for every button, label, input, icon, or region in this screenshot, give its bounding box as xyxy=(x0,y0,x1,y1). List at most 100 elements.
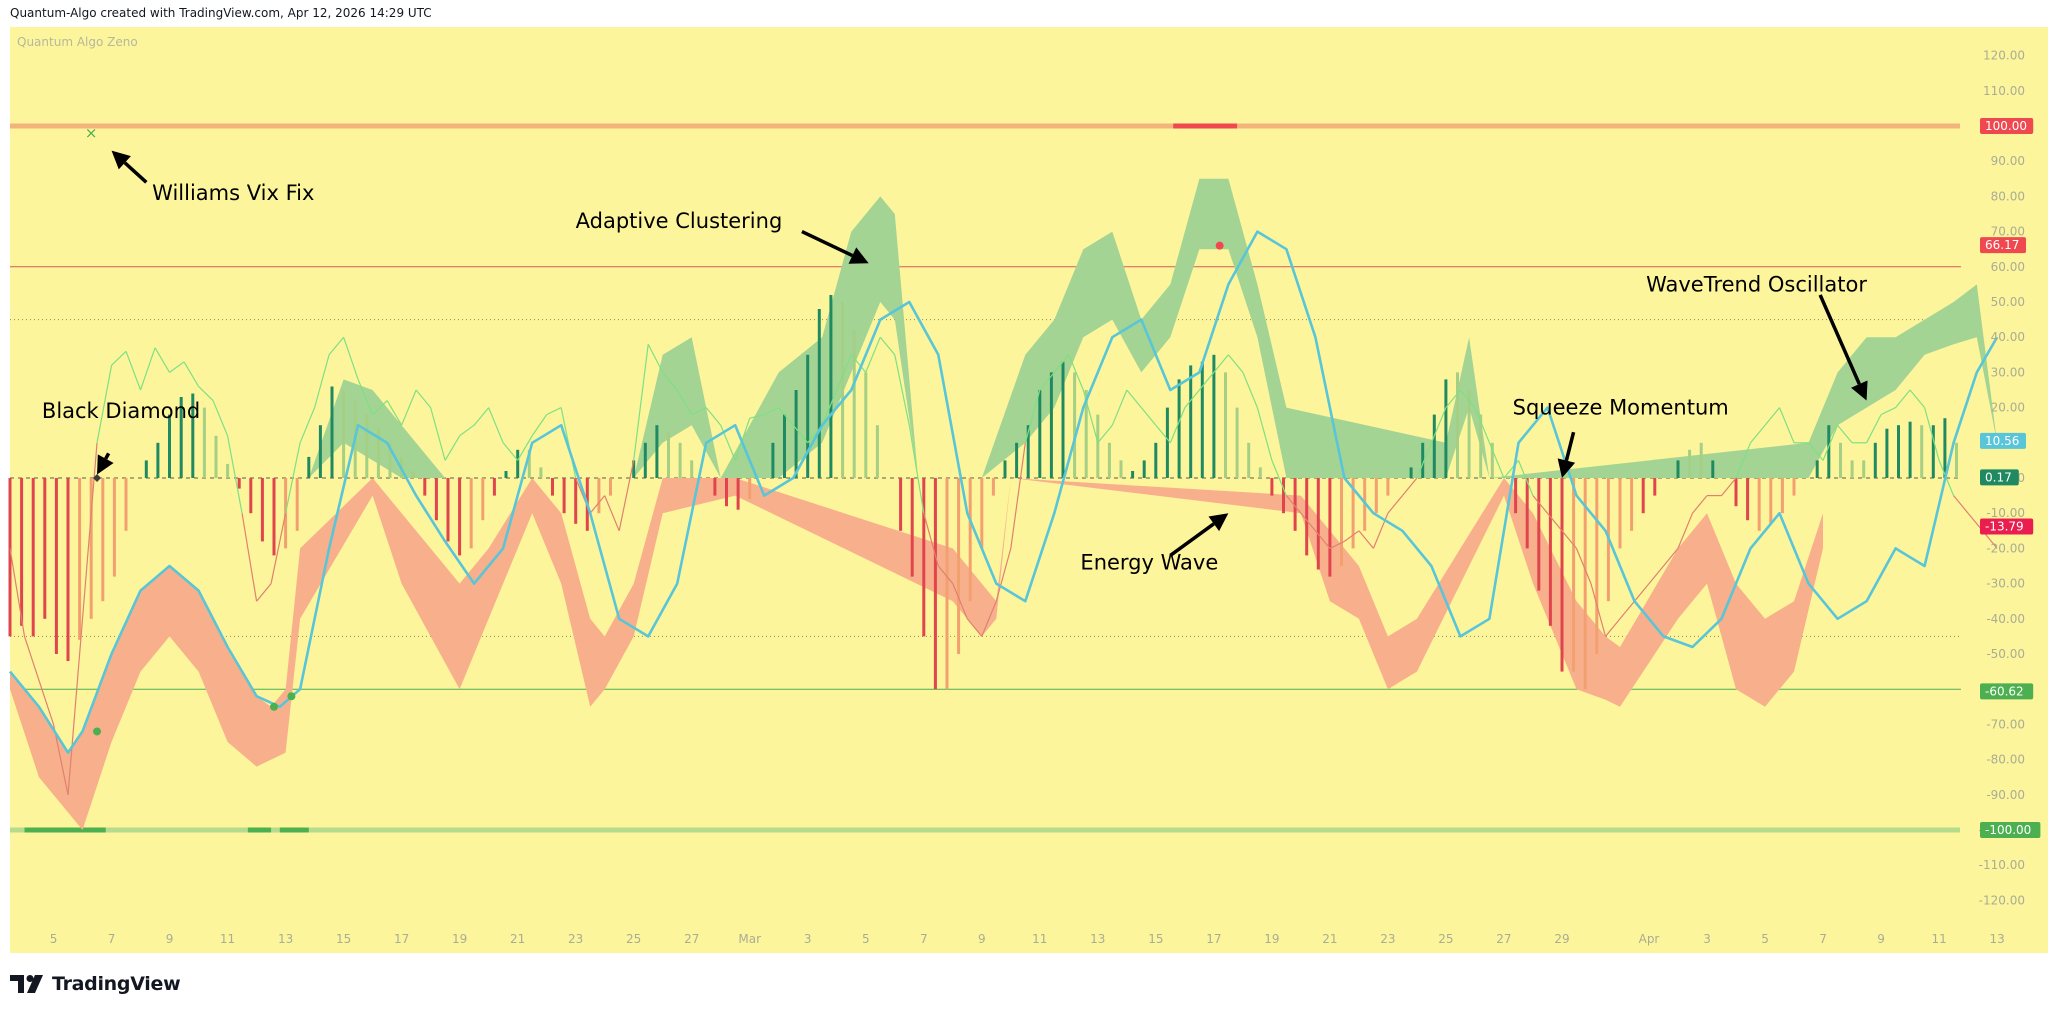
y-tick-label: -120.00 xyxy=(1979,893,2025,907)
energy-wave-segment xyxy=(604,495,620,532)
histogram-bar xyxy=(1618,478,1622,549)
price-label-text: 10.56 xyxy=(1985,434,2019,448)
energy-wave-segment xyxy=(1010,442,1026,549)
price-label-badge xyxy=(1980,469,2019,486)
price-label-text: -13.79 xyxy=(1985,520,2024,534)
annotation-label: Energy Wave xyxy=(1080,551,1218,575)
energy-wave-segment xyxy=(647,343,664,373)
histogram-bar xyxy=(31,478,35,637)
energy-wave-segment xyxy=(1590,583,1607,637)
histogram-bar xyxy=(1212,354,1216,478)
histogram-bar xyxy=(957,478,961,654)
y-tick-label: -110.00 xyxy=(1979,858,2025,872)
histogram-bar xyxy=(1757,478,1761,531)
energy-wave-segment xyxy=(125,351,142,391)
tradingview-brand[interactable]: TradingView xyxy=(10,970,181,998)
histogram-bar xyxy=(1096,414,1100,478)
histogram-bar xyxy=(922,478,926,637)
annotation-arrow-head xyxy=(97,454,114,475)
energy-wave-segment xyxy=(633,344,649,461)
energy-wave-segment xyxy=(531,414,548,437)
histogram-bar xyxy=(1676,460,1680,478)
energy-wave-segment xyxy=(995,548,1012,602)
energy-wave-segment xyxy=(879,336,896,356)
x-tick-label: 29 xyxy=(1554,932,1569,946)
histogram-bar xyxy=(1038,390,1042,478)
energy-wave-segment xyxy=(1242,372,1258,408)
histogram-bar xyxy=(1189,365,1193,478)
energy-wave-segment xyxy=(386,400,403,426)
histogram-bar xyxy=(980,478,984,549)
histogram-bar xyxy=(1235,407,1239,478)
annotation-label: WaveTrend Oscillator xyxy=(1646,272,1867,296)
x-tick-label: 15 xyxy=(1148,932,1163,946)
histogram-bar xyxy=(771,442,775,478)
signal-markers: × xyxy=(85,124,1224,736)
annotation-arrow-shaft xyxy=(104,452,111,460)
energy-wave-segment xyxy=(1677,512,1694,549)
squeeze-momentum-histogram xyxy=(8,295,1958,690)
energy-wave-segment xyxy=(560,407,577,479)
energy-wave-segment xyxy=(1880,407,1896,416)
energy-wave-segment xyxy=(1285,495,1302,514)
y-tick-label: -90.00 xyxy=(1986,788,2025,802)
energy-wave-segment xyxy=(154,347,171,373)
annotation-arrow-head xyxy=(111,150,131,170)
energy-wave-segment xyxy=(1213,354,1229,373)
y-tick-label: 60.00 xyxy=(1991,260,2025,274)
annotation-arrow-head xyxy=(1851,380,1868,401)
histogram-bar xyxy=(1200,361,1204,478)
x-tick-label: 3 xyxy=(1703,932,1711,946)
histogram-bar xyxy=(1456,372,1459,478)
histogram-bar xyxy=(574,478,578,524)
energy-wave-segment xyxy=(1053,354,1070,373)
histogram-bar xyxy=(78,478,82,640)
y-tick-label: -70.00 xyxy=(1986,717,2025,731)
energy-wave-segment xyxy=(502,442,519,461)
histogram-bar xyxy=(1572,478,1576,672)
histogram-bar xyxy=(1340,478,1343,566)
energy-wave-segment xyxy=(1344,530,1360,542)
energy-wave-segment xyxy=(1111,389,1128,426)
energy-wave-segment xyxy=(778,407,794,426)
annotation-arrow-shaft xyxy=(123,161,148,184)
histogram-bar xyxy=(1165,407,1169,478)
energy-wave-segment xyxy=(1605,618,1621,637)
histogram-bar xyxy=(1792,478,1796,496)
histogram-bar xyxy=(1897,425,1900,478)
histogram-bar xyxy=(504,471,508,478)
histogram-bar xyxy=(841,302,845,478)
energy-wave-segment xyxy=(1401,477,1418,496)
price-label-text: -60.62 xyxy=(1985,684,2024,698)
energy-wave-segment xyxy=(1488,442,1505,479)
histogram-bar xyxy=(1409,467,1413,478)
histogram-bar xyxy=(365,414,369,478)
histogram-bar xyxy=(1386,478,1390,496)
histogram-bar xyxy=(1955,442,1958,478)
price-label-badge xyxy=(1980,683,2034,700)
energy-wave-segment xyxy=(1039,372,1055,391)
energy-wave-segment xyxy=(401,389,417,426)
energy-wave-segment xyxy=(1068,354,1084,391)
histogram-bar xyxy=(1247,442,1251,478)
x-tick-label: 21 xyxy=(1322,932,1337,946)
histogram-bar xyxy=(1270,478,1274,496)
histogram-bar xyxy=(191,393,195,478)
histogram-bar xyxy=(899,478,903,531)
bull-cloud xyxy=(308,178,1998,479)
histogram-bar xyxy=(817,309,821,478)
energy-wave-segment xyxy=(836,354,852,391)
histogram-bar xyxy=(89,478,93,619)
energy-wave-segment xyxy=(459,424,475,437)
x-tick-label: Mar xyxy=(738,932,761,946)
histogram-bar xyxy=(1084,390,1088,478)
histogram-bar xyxy=(101,478,105,602)
energy-wave-segment xyxy=(1184,389,1200,408)
histogram-bar xyxy=(237,478,241,489)
x-tick-label: 5 xyxy=(50,932,58,946)
energy-wave-segment xyxy=(1474,407,1491,444)
y-tick-label: -80.00 xyxy=(1986,753,2025,767)
x-tick-label: 5 xyxy=(1761,932,1769,946)
energy-wave-segment xyxy=(865,336,881,373)
histogram-bar xyxy=(168,414,171,478)
